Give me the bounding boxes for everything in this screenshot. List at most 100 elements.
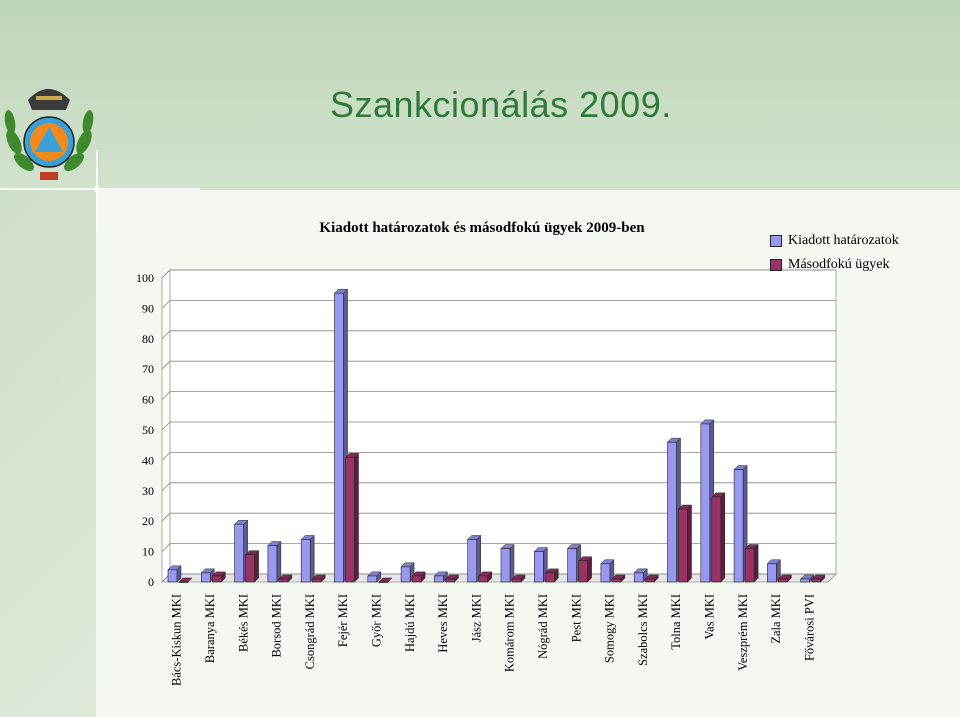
gridline [161,451,836,461]
bar-series-1 [500,548,511,583]
bar-series-1 [300,539,311,583]
bar-side-series-2 [687,504,692,583]
sparkle-decoration-icon [0,150,200,230]
x-tick-label: Békés MKI [236,594,250,652]
bar-series-2 [212,575,222,583]
bar-series-1 [434,575,444,583]
x-tick-label: Baranya MKI [203,594,217,663]
x-tick-label: Vas MKI [702,594,716,639]
bar-series-1 [234,523,244,583]
bar-series-2 [611,578,622,583]
bar-side-series-1 [309,534,315,583]
slide-title: Szankcionálás 2009. [330,84,672,125]
header-band [0,0,960,190]
bar-series-2 [778,578,788,583]
x-tick-label: Zala MKI [769,594,783,644]
bar-side-series-2 [354,452,359,583]
gridline [161,421,836,431]
bar-series-2 [311,578,322,583]
bar-series-2 [278,578,289,583]
legend-item-series-1: Kiadott határozatok [770,229,899,253]
bar-series-2 [245,554,255,583]
x-tick-label: Nógrád MKI [536,594,550,659]
x-tick-label: Pest MKI [569,594,583,642]
bar-series-2 [678,508,688,583]
x-tick-label: Fővárosi PVI [802,594,816,661]
legend-swatch-series-2 [770,259,782,271]
bar-side-series-2 [254,550,259,583]
y-tick-label: 50 [142,423,154,437]
gridline [161,512,836,522]
bar-series-2 [411,575,422,583]
x-tick-label: Bács-Kiskun MKI [170,594,184,686]
bar-series-2 [345,457,355,583]
y-tick-label: 40 [142,453,154,467]
bar-side-series-2 [720,492,726,583]
x-tick-label: Tolna MKI [669,594,683,650]
bar-series-2 [544,572,555,583]
bar-series-2 [478,575,489,583]
x-tick-label: Borsod MKI [270,594,284,658]
legend-item-series-2: Másodfokú ügyek [770,253,899,277]
bar-series-1 [201,572,211,583]
y-tick-label: 60 [142,393,154,407]
x-tick-label: Komárom MKI [503,594,517,672]
bar-series-1 [367,575,378,583]
bar-series-2 [511,578,522,583]
bar-series-1 [700,423,711,583]
bar-series-1 [800,578,811,583]
y-tick-label: 20 [142,514,154,528]
chart-legend: Kiadott határozatok Másodfokú ügyek [770,229,899,277]
gridline [161,391,836,400]
legend-swatch-series-1 [770,235,782,247]
gridline [161,360,836,370]
y-tick-label: 80 [142,332,154,346]
x-tick-label: Hajdú MKI [403,594,417,652]
gridline [161,330,836,340]
gridline [161,543,836,552]
legend-label-series-2: Másodfokú ügyek [788,257,890,272]
bar-series-1 [334,292,344,583]
bar-series-1 [667,441,677,583]
bar-series-2 [445,578,455,583]
bar-series-2 [711,496,722,583]
bar-series-2 [178,581,189,583]
x-tick-label: Veszprém MKI [736,594,750,671]
bar-series-1 [167,569,178,583]
bar-series-1 [733,469,744,583]
bar-series-2 [378,581,389,583]
x-tick-label: Jász MKI [469,594,483,642]
bar-series-1 [600,563,611,583]
y-tick-label: 0 [148,575,154,589]
gridline [161,482,836,492]
bar-series-2 [578,560,588,583]
bar-series-1 [767,563,777,583]
bar-side-series-1 [276,540,282,583]
bar-side-series-2 [753,543,759,583]
x-tick-label: Győr MKI [369,594,383,647]
legend-label-series-1: Kiadott határozatok [788,233,899,248]
x-tick-label: Csongrád MKI [303,594,317,669]
bar-series-1 [400,566,411,583]
bar-series-2 [644,578,655,583]
x-tick-label: Heves MKI [436,594,450,653]
x-tick-label: Somogy MKI [603,594,617,663]
fire-service-emblem-icon [4,89,94,180]
y-tick-label: 30 [142,484,154,498]
bar-series-2 [744,548,755,583]
y-tick-label: 70 [142,362,154,376]
bar-side-series-2 [587,556,592,583]
y-tick-label: 90 [142,301,154,315]
chart-title: Kiadott határozatok és másodfokú ügyek 2… [319,220,645,236]
y-tick-label: 100 [136,271,154,285]
bar-side-series-1 [509,543,515,583]
bar-series-2 [811,578,822,583]
gridline [161,299,836,309]
bar-series-1 [467,539,478,583]
x-tick-label: Fejér MKI [336,594,350,647]
gridline [161,269,836,279]
bar-series-1 [267,545,278,583]
x-tick-label: Szabolcs MKI [636,594,650,666]
bar-series-1 [533,551,544,583]
